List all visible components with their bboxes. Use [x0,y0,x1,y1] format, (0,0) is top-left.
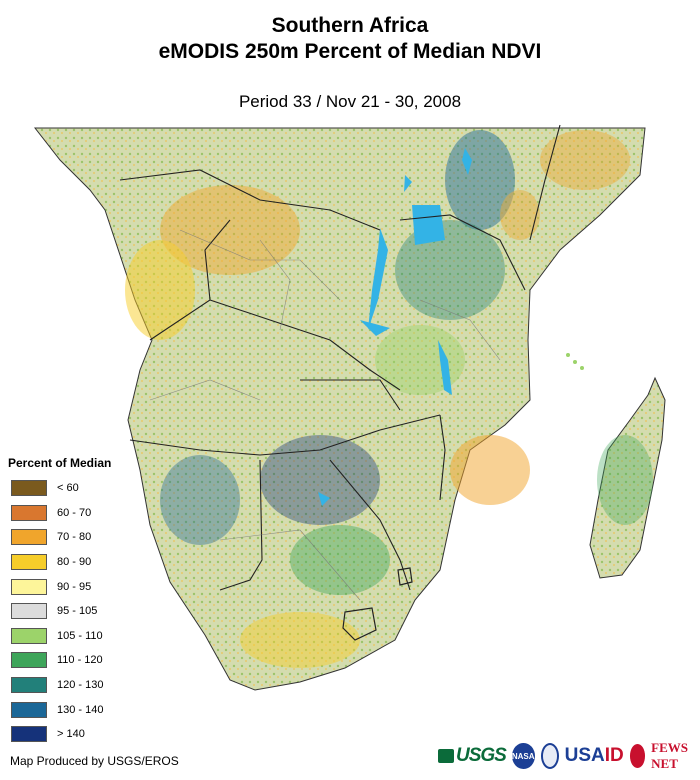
legend-label: 130 - 140 [57,703,104,716]
map-title: Southern Africa [271,14,429,37]
legend-label: 120 - 130 [57,679,104,692]
legend-swatch [11,504,47,521]
usaid-logo: USAID [564,745,624,766]
lakes [318,148,472,506]
legend-label: 60 - 70 [57,506,92,519]
legend-item: 95 - 105 [8,599,138,624]
fews-net-emblem-icon [629,744,646,768]
legend-item: 90 - 95 [8,574,138,599]
period-label: Period 33 / Nov 21 - 30, 2008 [238,92,462,111]
legend-swatch [11,554,47,571]
legend-item: < 60 [8,476,138,501]
legend-swatch [11,652,47,669]
legend-label: < 60 [57,482,79,495]
legend-swatch [11,627,47,644]
lesotho-outline [342,607,377,641]
legend-item: 60 - 70 [8,501,138,526]
map-subtitle: eMODIS 250m Percent of Median NDVI [158,40,542,63]
anomaly-patches [125,130,630,668]
legend-item: 130 - 140 [8,697,138,722]
comoros-islands [566,353,584,370]
legend-items: < 60 60 - 70 70 - 80 80 - 90 90 - 95 95 - 105… [8,476,138,747]
legend-item: 70 - 80 [8,525,138,550]
map-credit: Map Produced by USGS/EROS [10,754,179,768]
nasa-logo: NASA [511,743,535,769]
legend-item: 110 - 120 [8,648,138,673]
legend-label: 110 - 120 [57,654,103,667]
legend-swatch [11,701,47,718]
legend-item: 105 - 110 [8,624,138,649]
legend-swatch [11,578,47,595]
legend-item: 120 - 130 [8,673,138,698]
legend-label: 80 - 90 [57,556,92,569]
legend-swatch [11,603,47,620]
madagascar [589,376,666,579]
usgs-logo: USGS [438,745,507,767]
legend-label: 105 - 110 [57,629,103,642]
legend-label: 95 - 105 [57,605,98,618]
legend-title: Percent of Median [8,456,112,470]
usgs-mark-icon [438,749,454,763]
swaziland-outline [397,567,413,586]
ndvi-map [33,124,666,691]
legend-swatch [11,480,47,497]
legend-label: > 140 [57,728,85,741]
fews-net-logo: FEWS NET [651,740,688,771]
legend-item: 80 - 90 [8,550,138,575]
legend-swatch [11,529,47,546]
map-legend: Percent of Median < 60 60 - 70 70 - 80 80 -… [8,456,138,747]
legend-label: 90 - 95 [57,580,92,593]
legend-label: 70 - 80 [57,531,92,544]
legend-swatch [11,677,47,694]
logo-strip: USGS NASA USAID FEWS NET [438,738,694,774]
usaid-seal-icon [540,743,559,769]
legend-swatch [11,726,47,743]
admin-boundaries [149,229,501,601]
legend-item: > 140 [8,722,138,747]
country-borders [119,124,561,591]
